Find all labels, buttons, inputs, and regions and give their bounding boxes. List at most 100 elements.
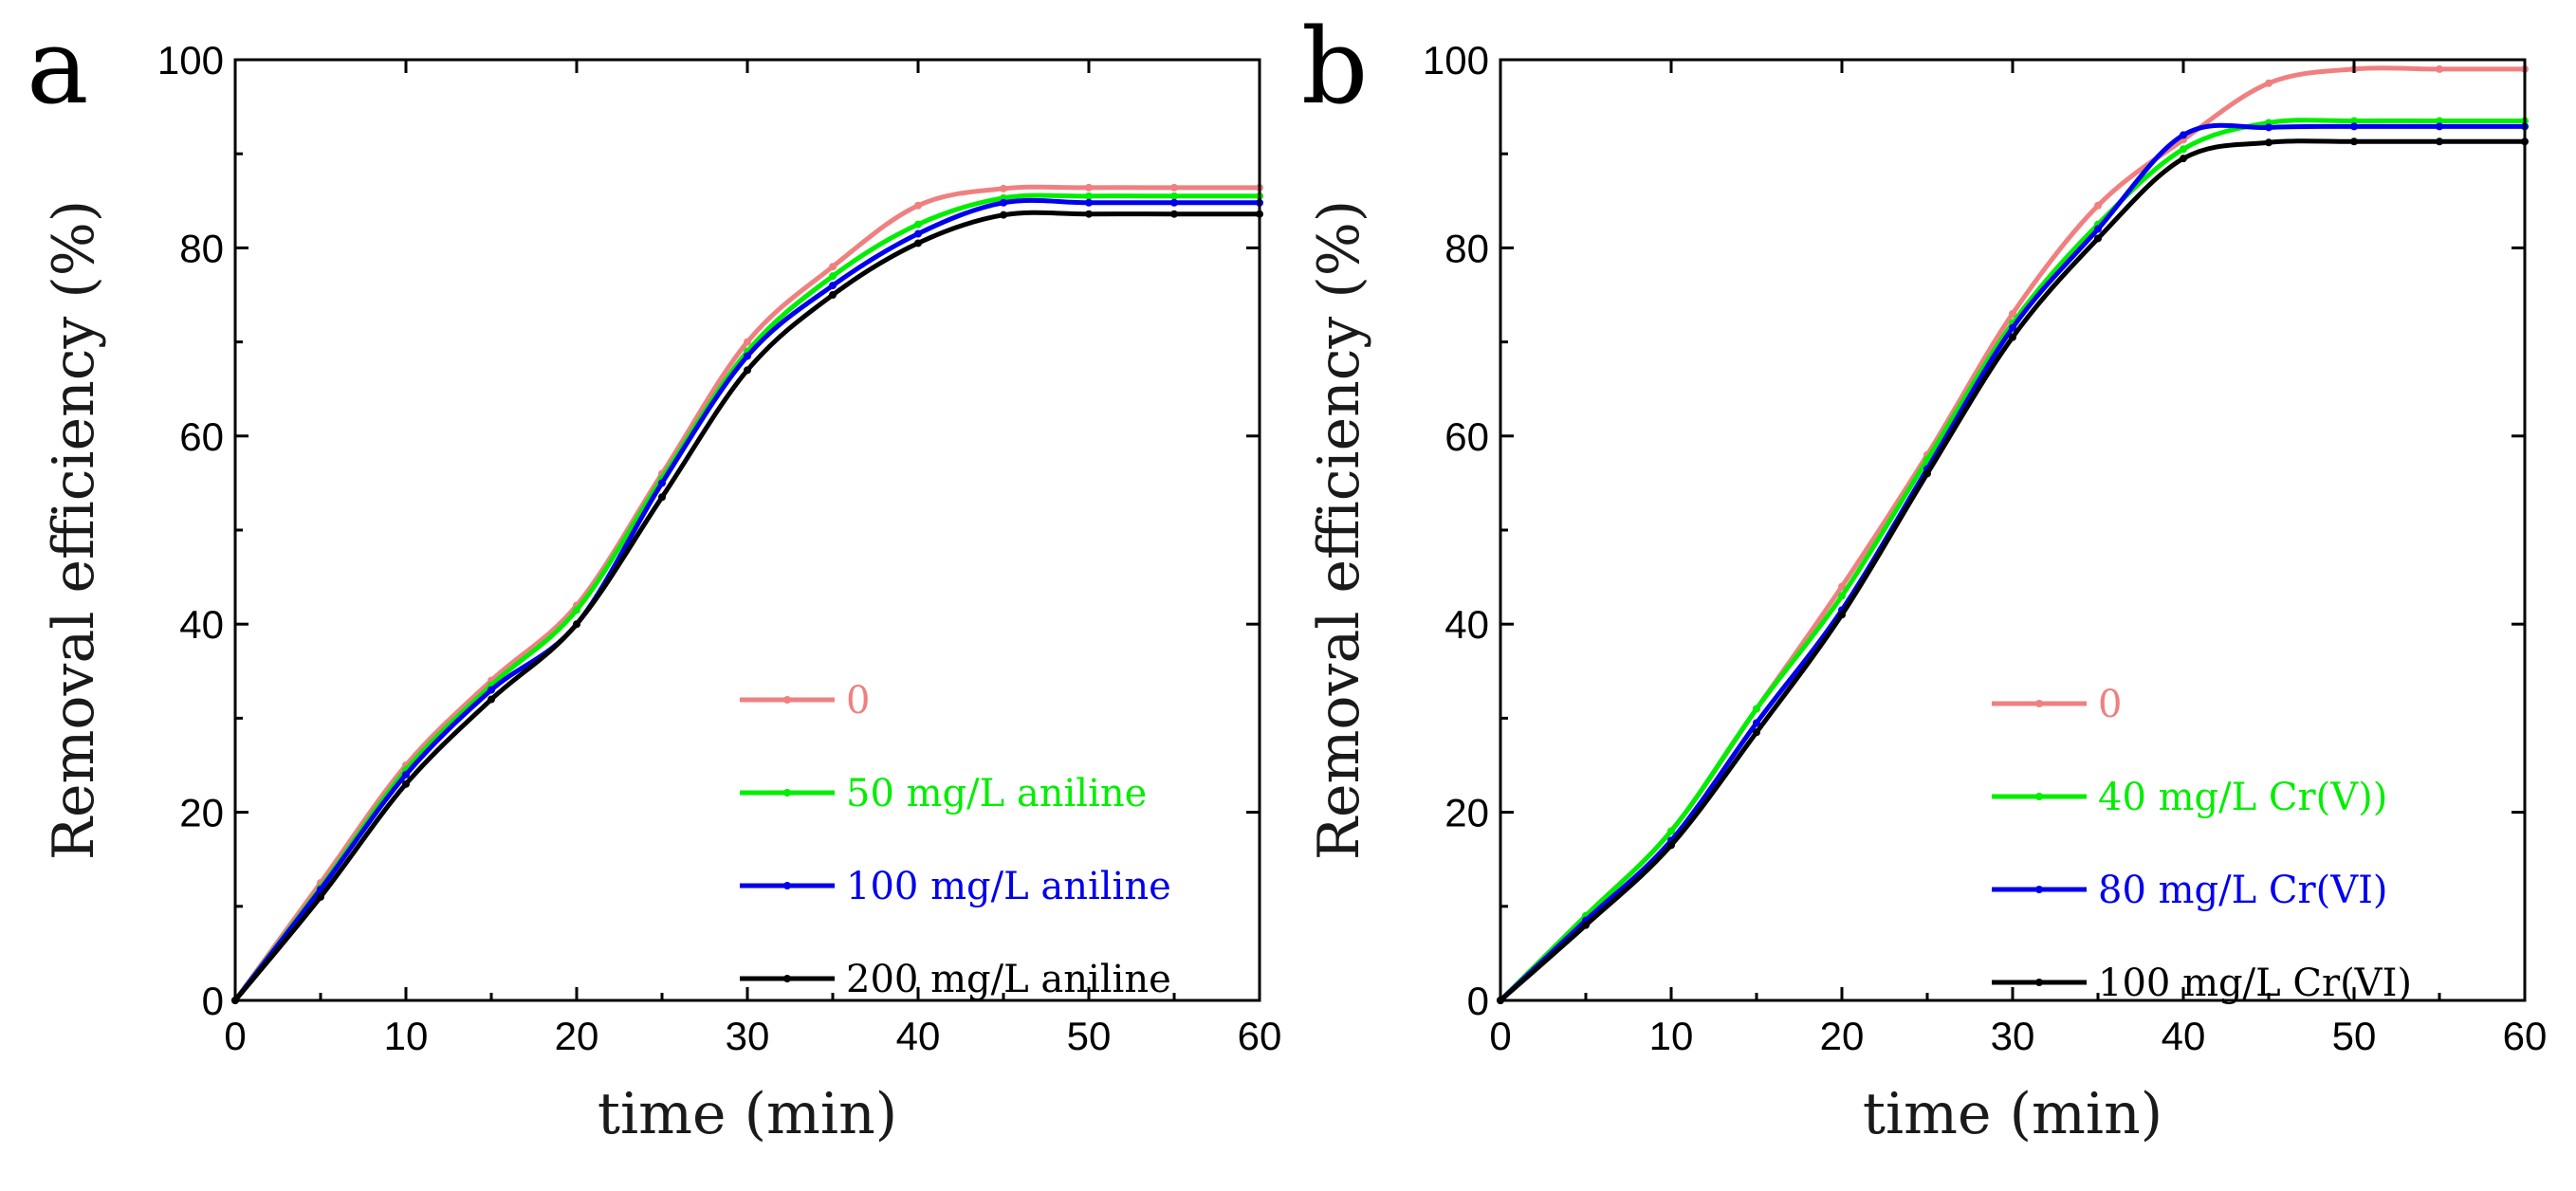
data-point (488, 695, 495, 704)
series-line-0 (232, 184, 1262, 1003)
x-tick-label: 30 (1991, 1014, 2035, 1058)
data-point (2180, 131, 2187, 139)
y-tick-label: 20 (179, 791, 224, 835)
legend-marker (2035, 793, 2043, 800)
data-point (573, 606, 580, 614)
data-point (2094, 234, 2102, 243)
legend-marker (783, 696, 791, 704)
x-tick-label: 50 (2332, 1014, 2377, 1058)
data-point (658, 493, 666, 502)
y-tick-label: 100 (1423, 38, 1489, 82)
data-point (829, 291, 837, 299)
data-point (2094, 225, 2102, 233)
legend-label: 40 mg/L Cr(V)) (2098, 776, 2387, 819)
legend-label: 80 mg/L Cr(VI) (2098, 869, 2388, 912)
data-point (914, 201, 922, 210)
x-tick-label: 50 (1067, 1014, 1112, 1058)
y-axis-title: Removal efficiency (%) (41, 200, 107, 860)
data-point (914, 220, 922, 229)
data-point (2436, 137, 2443, 146)
legend-marker (2035, 700, 2043, 707)
data-point (2436, 122, 2443, 131)
legend-marker (2035, 886, 2043, 893)
legend: 0 50 mg/L aniline 100 mg/L aniline 200 mg/L… (740, 679, 1171, 1001)
y-tick-label: 80 (179, 226, 224, 270)
data-point (1753, 719, 1760, 727)
data-point (1000, 198, 1007, 207)
data-point (1753, 728, 1760, 737)
legend-marker (783, 789, 791, 797)
x-axis-title: time (min) (598, 1081, 897, 1147)
data-point (1085, 192, 1093, 200)
data-point (744, 338, 751, 346)
data-point (1085, 183, 1093, 192)
data-point (658, 479, 666, 487)
x-tick-label: 10 (1649, 1014, 1694, 1058)
data-point (1923, 469, 1931, 478)
data-point (2009, 333, 2016, 341)
x-axis-title: time (min) (1863, 1081, 2162, 1147)
legend-marker (783, 975, 791, 982)
x-tick-label: 40 (2162, 1014, 2206, 1058)
data-point (2350, 122, 2358, 131)
x-tick-label: 60 (2503, 1014, 2548, 1058)
data-point (2094, 201, 2102, 210)
panel-letter: b (1301, 6, 1368, 127)
data-point (1000, 184, 1007, 192)
data-point (317, 892, 324, 901)
legend-label: 0 (2098, 683, 2122, 726)
data-point (829, 282, 837, 290)
data-point (1667, 827, 1675, 835)
x-tick-label: 20 (555, 1014, 599, 1058)
data-point (2009, 323, 2016, 332)
data-point (402, 779, 410, 788)
data-point (744, 366, 751, 375)
x-tick-label: 60 (1238, 1014, 1282, 1058)
data-point (1838, 582, 1846, 591)
data-point (2265, 123, 2272, 132)
data-point (1667, 841, 1675, 850)
legend-label: 100 mg/L aniline (846, 865, 1171, 908)
legend-label: 200 mg/L aniline (846, 958, 1171, 1001)
data-point (1170, 198, 1178, 207)
x-tick-label: 0 (1489, 1014, 1511, 1058)
data-point (914, 239, 922, 247)
data-point (1085, 210, 1093, 218)
data-point (1170, 183, 1178, 192)
x-tick-label: 30 (726, 1014, 770, 1058)
data-point (1085, 198, 1093, 207)
data-point (1170, 210, 1178, 218)
legend-label: 100 mg/L Cr(VI) (2098, 962, 2412, 1005)
y-tick-label: 100 (157, 38, 224, 82)
y-tick-label: 60 (1444, 414, 1489, 459)
legend-marker (783, 882, 791, 889)
data-point (1170, 192, 1178, 200)
legend-label: 0 (846, 679, 870, 723)
data-point (2436, 117, 2443, 125)
series-group (231, 183, 1263, 1004)
series-group (1497, 64, 2529, 1004)
series-line-3 (232, 210, 1262, 1003)
data-point (1838, 611, 1846, 619)
data-point (2265, 79, 2272, 87)
data-point (2350, 117, 2358, 125)
data-point (2350, 137, 2358, 146)
data-point (2009, 309, 2016, 318)
data-point (573, 620, 580, 629)
data-point (1838, 592, 1846, 600)
data-point (1753, 705, 1760, 713)
panel-letter: a (27, 6, 89, 127)
data-point (829, 263, 837, 271)
data-point (744, 352, 751, 360)
data-point (402, 770, 410, 779)
x-tick-label: 40 (896, 1014, 941, 1058)
legend-label: 50 mg/L aniline (846, 772, 1147, 815)
y-tick-label: 40 (179, 602, 224, 647)
legend-marker (2035, 979, 2043, 986)
y-tick-label: 0 (1467, 979, 1489, 1023)
x-tick-label: 10 (384, 1014, 429, 1058)
x-tick-label: 20 (1820, 1014, 1865, 1058)
panel-a: a 0 10 20 30 40 50 60 0 20 40 60 80 100 time (min) Remo… (27, 6, 1281, 1147)
y-tick-label: 40 (1444, 602, 1489, 647)
